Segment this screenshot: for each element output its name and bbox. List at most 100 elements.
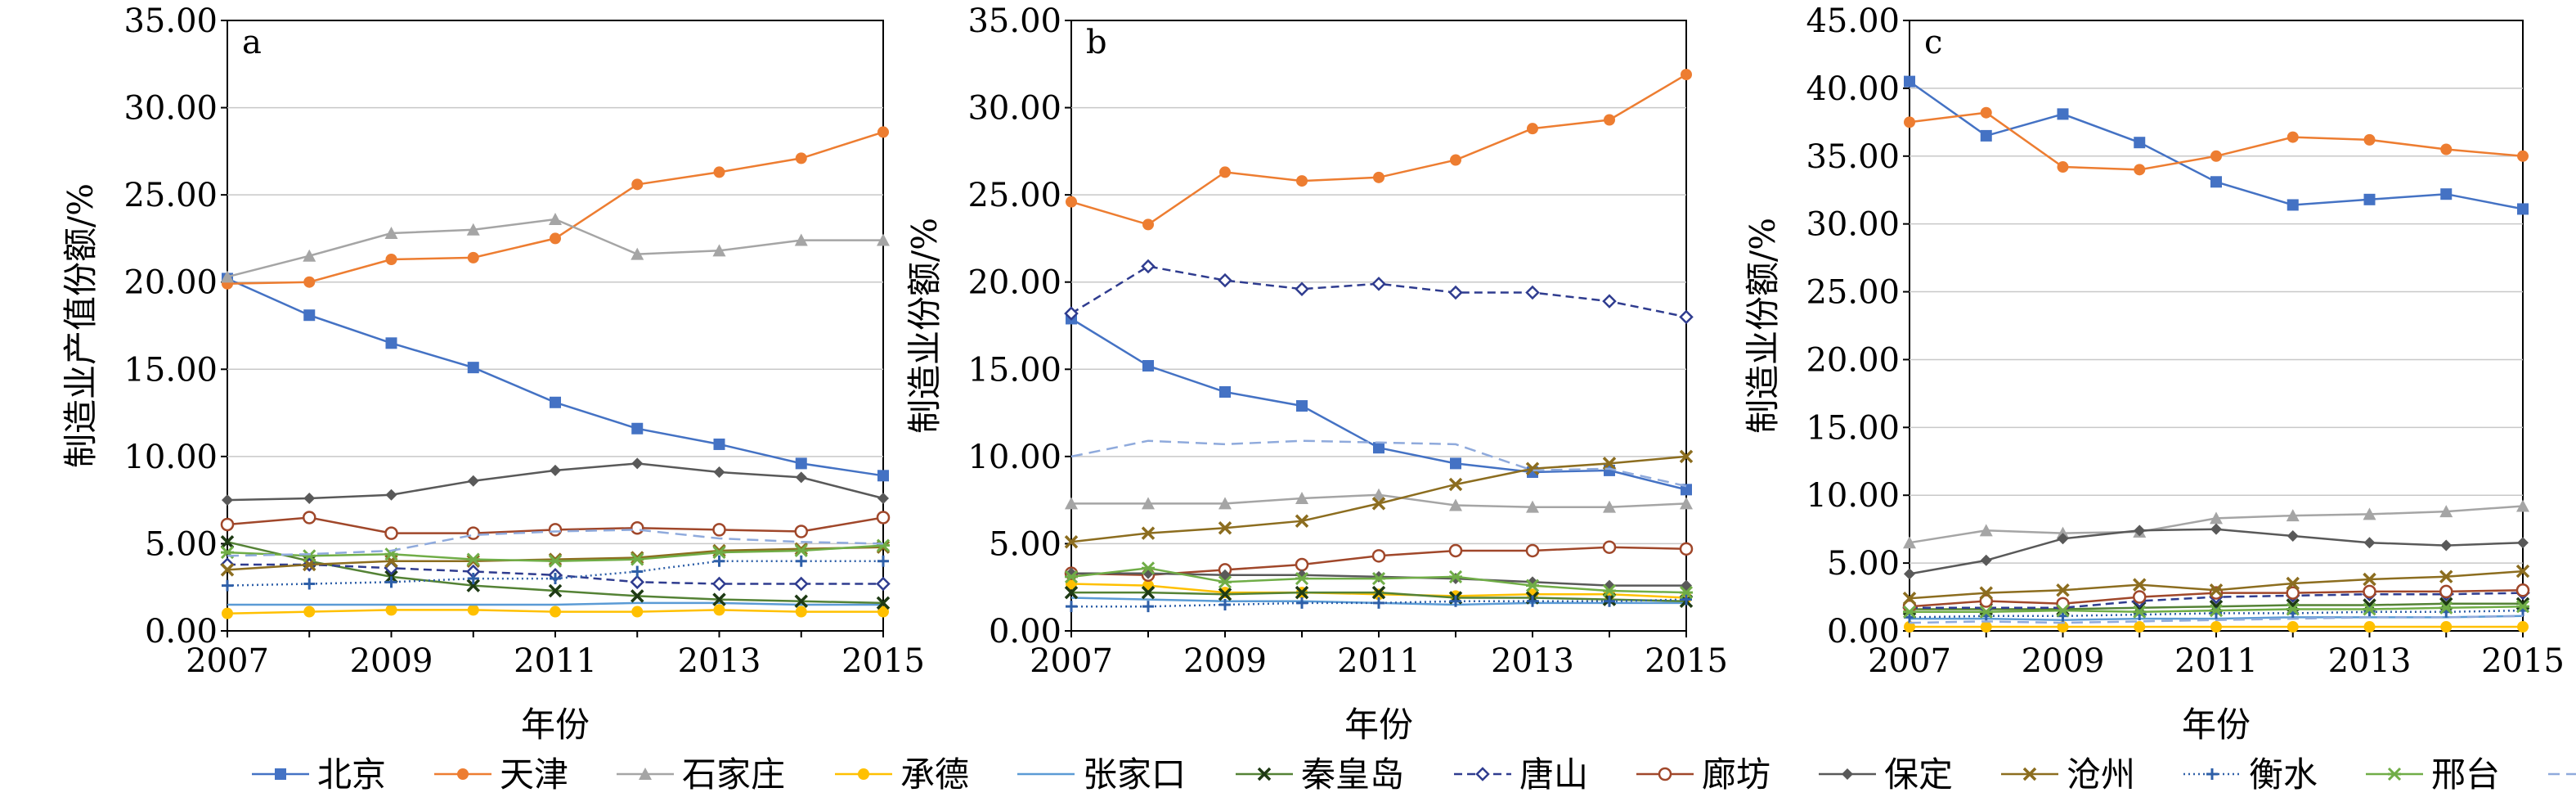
y-axis-title: 制造业份额/% bbox=[904, 218, 945, 434]
y-tick-label: 20.00 bbox=[1806, 341, 1900, 379]
data-point bbox=[550, 573, 561, 585]
series-北京 bbox=[1904, 75, 2529, 215]
data-point bbox=[2056, 583, 2070, 597]
data-point bbox=[2057, 621, 2069, 633]
data-point bbox=[712, 543, 726, 558]
series-唐山 bbox=[1064, 259, 1694, 325]
chart-panel-a: 0.00 5.00 10.00 15.00 20.00 25.00 30.00 35.00 20… bbox=[61, 2, 925, 745]
x-tick-label: 2015 bbox=[2481, 642, 2565, 680]
legend-item: 沧州 bbox=[2001, 754, 2135, 795]
y-tick-label: 0.00 bbox=[145, 613, 218, 651]
data-point bbox=[1066, 601, 1077, 613]
data-point bbox=[2134, 525, 2146, 537]
series-line bbox=[227, 277, 884, 477]
legend-label: 北京 bbox=[317, 754, 386, 795]
legend-label: 张家口 bbox=[1083, 754, 1186, 795]
data-point bbox=[1979, 594, 1993, 608]
data-point bbox=[2286, 602, 2300, 616]
y-tick-label: 25.00 bbox=[967, 177, 1061, 214]
data-point bbox=[876, 576, 891, 592]
data-point bbox=[713, 555, 725, 567]
data-point bbox=[713, 466, 725, 479]
y-tick-label: 45.00 bbox=[1806, 2, 1900, 40]
series-邢台 bbox=[1064, 561, 1694, 600]
data-point bbox=[220, 563, 235, 577]
x-axis-title: 年份 bbox=[1344, 705, 1413, 745]
data-point bbox=[1449, 498, 1462, 511]
data-point bbox=[1604, 114, 1615, 126]
data-point bbox=[1218, 521, 1232, 535]
data-point bbox=[2515, 564, 2530, 579]
data-point bbox=[1295, 514, 1309, 528]
data-point bbox=[1525, 579, 1540, 592]
x-tick-label: 2007 bbox=[1030, 642, 1113, 680]
data-point bbox=[1980, 106, 1992, 119]
data-point bbox=[2363, 507, 2376, 520]
data-point bbox=[2517, 150, 2529, 162]
legend-item: 张家口 bbox=[1017, 754, 1186, 795]
data-point bbox=[1525, 462, 1540, 476]
data-point bbox=[713, 166, 725, 178]
data-point bbox=[467, 573, 479, 585]
legend-item: 廊坊 bbox=[1636, 754, 1770, 795]
data-point bbox=[1142, 497, 1155, 510]
data-point bbox=[1980, 554, 1992, 566]
data-point bbox=[1141, 526, 1156, 540]
data-point bbox=[630, 574, 645, 590]
data-point bbox=[877, 126, 889, 138]
data-point bbox=[303, 249, 316, 262]
data-point bbox=[466, 526, 480, 540]
data-point bbox=[1373, 171, 1384, 183]
data-point bbox=[794, 233, 808, 246]
series-石家庄 bbox=[221, 212, 890, 283]
data-point bbox=[2515, 600, 2530, 614]
data-point bbox=[384, 227, 398, 240]
data-point bbox=[631, 589, 644, 603]
data-point bbox=[1681, 593, 1692, 606]
series-line bbox=[227, 218, 883, 278]
data-point bbox=[1527, 595, 1538, 607]
legend-item: 秦皇岛 bbox=[1236, 754, 1404, 795]
data-point bbox=[1219, 599, 1231, 611]
data-point bbox=[1450, 595, 1461, 607]
data-point bbox=[1373, 597, 1384, 609]
data-point bbox=[1142, 601, 1154, 613]
data-point bbox=[631, 551, 644, 565]
data-point bbox=[1527, 123, 1538, 135]
data-point bbox=[220, 535, 235, 549]
data-point bbox=[1604, 595, 1615, 607]
y-tick-label: 30.00 bbox=[1806, 206, 1900, 244]
data-point bbox=[2209, 604, 2224, 618]
data-point bbox=[548, 554, 563, 568]
data-point bbox=[2133, 578, 2147, 592]
data-point bbox=[1065, 497, 1078, 510]
y-tick-label: 10.00 bbox=[123, 439, 218, 476]
data-point bbox=[548, 552, 563, 566]
legend: 北京 天津 石家庄 承德 张家口 秦皇岛 唐山 廊坊 保定 沧州 衡水 邢台 邯郸 bbox=[252, 754, 2576, 795]
y-tick-label: 35.00 bbox=[1806, 138, 1900, 176]
data-point bbox=[1602, 540, 1617, 554]
legend-item: 北京 bbox=[252, 754, 386, 795]
panel-label: c bbox=[1924, 24, 1942, 61]
y-tick-label: 30.00 bbox=[123, 90, 218, 128]
x-tick-label: 2015 bbox=[841, 642, 925, 680]
y-axis-title: 制造业份额/% bbox=[1743, 218, 1783, 434]
x-tick-label: 2007 bbox=[1868, 642, 1951, 680]
series-北京 bbox=[222, 272, 889, 482]
data-point bbox=[712, 546, 726, 560]
data-point bbox=[877, 606, 889, 618]
legend-label: 天津 bbox=[500, 754, 568, 795]
series-承德 bbox=[222, 604, 889, 619]
data-point bbox=[2517, 203, 2529, 215]
data-point bbox=[2134, 137, 2146, 149]
data-point bbox=[876, 511, 891, 525]
series-line bbox=[1070, 439, 1687, 488]
data-point bbox=[385, 337, 397, 349]
data-point bbox=[2057, 161, 2069, 173]
panel-label: a bbox=[242, 24, 262, 61]
data-point bbox=[712, 244, 726, 257]
data-point bbox=[466, 554, 480, 568]
data-point bbox=[1371, 549, 1386, 563]
legend-marker bbox=[2387, 767, 2402, 781]
data-point bbox=[1602, 583, 1617, 598]
